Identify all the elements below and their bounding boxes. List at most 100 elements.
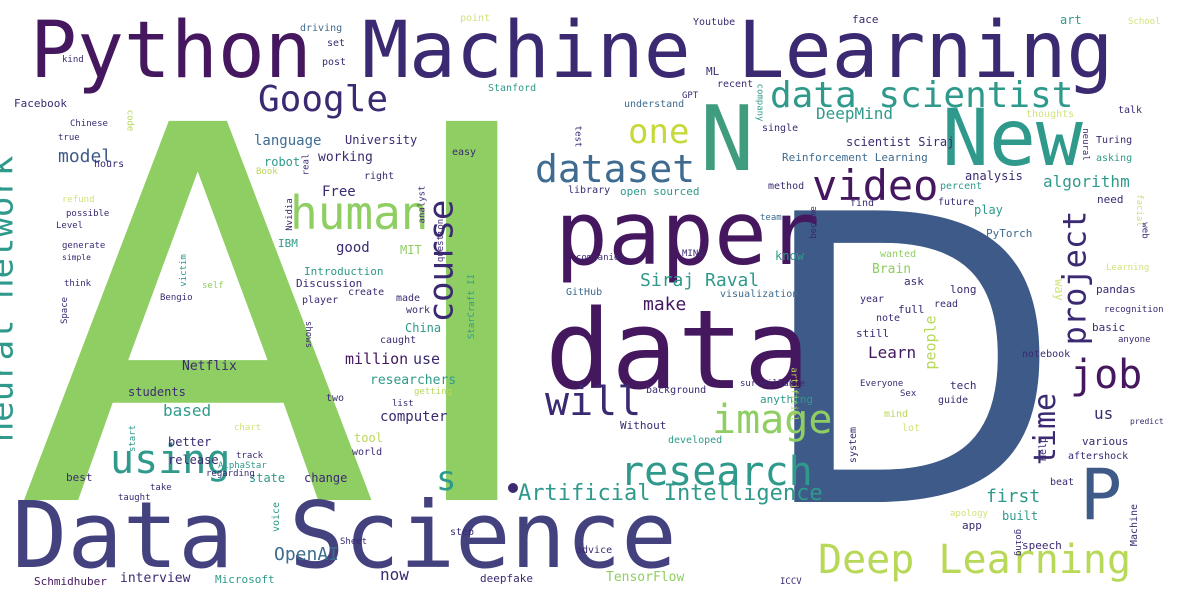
word-change: change bbox=[304, 471, 348, 485]
word-openai: OpenAI bbox=[274, 544, 340, 565]
word-set: set bbox=[327, 38, 346, 49]
word-alphastar: AlphaStar bbox=[218, 461, 267, 471]
word-question: question bbox=[436, 218, 447, 263]
word-introduction: Introduction bbox=[304, 265, 384, 278]
word-still: still bbox=[856, 327, 890, 340]
word-free: Free bbox=[322, 184, 356, 200]
word-bengio: Bengio bbox=[160, 293, 193, 303]
word-model: model bbox=[58, 146, 113, 167]
word-app: app bbox=[962, 519, 982, 532]
word-human: human bbox=[290, 186, 429, 240]
word-simple: simple bbox=[62, 253, 91, 262]
word-based: based bbox=[163, 401, 212, 420]
word-step: step bbox=[450, 527, 475, 538]
word-p: P bbox=[1080, 454, 1123, 536]
word-students: students bbox=[128, 385, 186, 399]
word-shows: shows bbox=[303, 320, 314, 349]
word-analyst: analyst bbox=[417, 185, 428, 224]
word-schmidhuber: Schmidhuber bbox=[34, 575, 107, 588]
word-school: School bbox=[1128, 17, 1161, 27]
word-victim: victim bbox=[178, 254, 189, 287]
word-robot: robot bbox=[264, 155, 301, 169]
word-note: note bbox=[876, 313, 901, 324]
word-talk: talk bbox=[1118, 105, 1143, 116]
word-become: become bbox=[808, 206, 819, 239]
word-face: face bbox=[852, 13, 879, 26]
word-china: China bbox=[405, 321, 442, 335]
word-sheet: Sheet bbox=[340, 537, 368, 547]
word-stanford: Stanford bbox=[488, 83, 537, 94]
word-recognition: recognition bbox=[1104, 305, 1164, 315]
word-easy: easy bbox=[452, 147, 477, 158]
word-made: made bbox=[396, 293, 421, 304]
word-i: I bbox=[395, 17, 549, 602]
word-help: Help bbox=[1038, 436, 1050, 462]
word-full: full bbox=[898, 303, 925, 316]
word-taught: taught bbox=[118, 493, 151, 503]
word-sex: Sex bbox=[900, 389, 917, 399]
word-percent: percent bbox=[940, 181, 983, 192]
word-player: player bbox=[302, 295, 339, 306]
word-kind: kind bbox=[62, 55, 84, 65]
word-everyone: Everyone bbox=[860, 379, 904, 389]
word-language: language bbox=[254, 133, 322, 149]
dot-marker bbox=[508, 483, 518, 493]
word-recent: recent bbox=[717, 79, 754, 90]
word-guide: guide bbox=[938, 395, 969, 406]
word-nvidia: Nvidia bbox=[284, 198, 295, 231]
word-people: people bbox=[921, 315, 940, 370]
word-going: going bbox=[1013, 528, 1024, 557]
word-find: find bbox=[850, 198, 875, 209]
word-learn: Learn bbox=[868, 343, 917, 362]
word-mind: mind bbox=[884, 409, 909, 420]
word-interview: interview bbox=[120, 571, 191, 586]
word-voice: voice bbox=[271, 501, 283, 533]
word-algorithm: algorithm bbox=[1043, 172, 1130, 191]
word-learning-small: Learning bbox=[1106, 263, 1150, 273]
word-machine-learning: Machine Learning bbox=[362, 6, 1114, 96]
word-facebook: Facebook bbox=[14, 97, 67, 110]
word-need: need bbox=[1097, 193, 1124, 206]
word-apology: apology bbox=[950, 509, 988, 519]
word-surveillance: surveillance bbox=[740, 379, 806, 389]
word-project: project bbox=[1055, 210, 1094, 346]
word-visualization: visualization bbox=[720, 289, 799, 300]
word-scientist-siraj: scientist Siraj bbox=[846, 135, 955, 149]
word-best: best bbox=[66, 471, 93, 484]
word-data: data bbox=[545, 286, 810, 414]
word-release: release bbox=[168, 453, 219, 467]
word-a: A bbox=[20, 17, 376, 602]
word-artificial-small: artificial bbox=[788, 367, 799, 422]
word-book: Book bbox=[256, 167, 278, 177]
word-starcraft: StarCraft II bbox=[467, 273, 478, 340]
word-ask: ask bbox=[904, 275, 924, 288]
word-possible: possible bbox=[66, 209, 110, 219]
word-using: using bbox=[110, 437, 231, 483]
word-mit: MIT bbox=[400, 243, 422, 257]
word-analysis: analysis bbox=[965, 169, 1023, 183]
word-beat: beat bbox=[1050, 477, 1075, 488]
word-take: take bbox=[150, 483, 172, 493]
word-library: library bbox=[568, 185, 611, 196]
word-python: Python bbox=[30, 6, 312, 96]
word-developed: developed bbox=[668, 435, 723, 446]
word-wanted: wanted bbox=[880, 249, 917, 260]
word-aftershock: aftershock bbox=[1068, 451, 1129, 462]
word-neural-small: neural bbox=[1079, 128, 1090, 161]
word-method: method bbox=[768, 181, 805, 192]
word-tech: tech bbox=[950, 379, 977, 392]
word-point: point bbox=[460, 13, 491, 24]
word-tensorflow: TensorFlow bbox=[606, 570, 685, 585]
word-list: list bbox=[392, 399, 414, 409]
word-built: built bbox=[1002, 509, 1039, 523]
word-test: test bbox=[572, 125, 583, 148]
word-gpt: GPT bbox=[682, 91, 699, 101]
word-various: various bbox=[1082, 435, 1129, 448]
word-research: research bbox=[620, 449, 813, 495]
word-way: way bbox=[1051, 279, 1066, 301]
word-asking: asking bbox=[1096, 153, 1133, 164]
word-future: future bbox=[938, 197, 975, 208]
word-know: know bbox=[775, 249, 804, 263]
word-companies: companies bbox=[576, 253, 625, 263]
